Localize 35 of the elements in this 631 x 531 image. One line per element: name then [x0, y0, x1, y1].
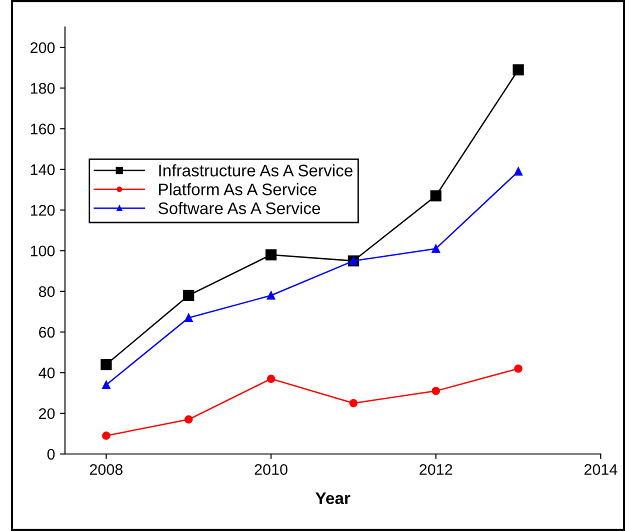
- x-tick-label: 2010: [254, 464, 288, 475]
- y-tick-label: 40: [38, 368, 55, 378]
- point: [432, 386, 440, 396]
- point: [514, 167, 522, 176]
- point: [102, 432, 110, 440]
- legend-label: Infrastructure As A Service: [159, 164, 352, 176]
- y-tick-label: 200: [30, 42, 55, 54]
- point: [183, 290, 194, 301]
- point: [514, 364, 522, 373]
- point: [512, 64, 524, 76]
- point: [432, 244, 440, 253]
- point: [102, 380, 110, 390]
- y-tick-label: 180: [30, 82, 55, 94]
- point: [349, 399, 358, 408]
- x-tick-label: 2012: [420, 464, 452, 475]
- point: [266, 291, 276, 300]
- legend-label: Platform As A Service: [159, 183, 316, 196]
- point: [265, 249, 277, 260]
- point: [184, 415, 193, 424]
- y-tick-label: 120: [30, 204, 55, 216]
- y-tick-label: 160: [30, 124, 55, 134]
- point: [100, 359, 112, 370]
- y-tick-label: 80: [38, 286, 55, 298]
- y-tick-label: 0: [47, 448, 55, 460]
- x-axis-title: Year: [316, 492, 350, 504]
- legend-label: Software As A Service: [158, 202, 320, 214]
- x-tick-label: 2008: [90, 464, 123, 475]
- x-tick-label: 2014: [584, 464, 618, 475]
- point: [266, 374, 276, 383]
- point: [430, 190, 442, 202]
- y-tick-label: 20: [39, 408, 55, 420]
- y-tick-label: 140: [30, 164, 55, 176]
- point: [184, 314, 193, 322]
- y-tick-label: 100: [30, 246, 55, 256]
- y-tick-label: 60: [39, 326, 55, 338]
